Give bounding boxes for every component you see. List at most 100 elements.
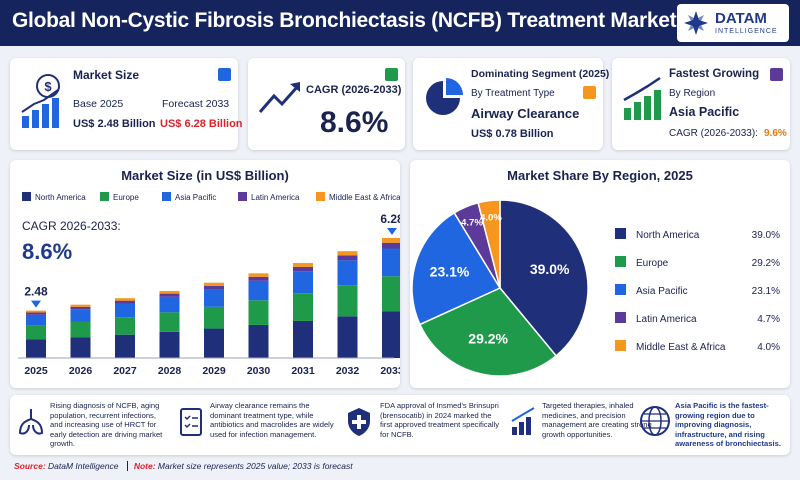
bar-segment xyxy=(26,312,46,315)
legend-swatch xyxy=(615,340,626,351)
kpi-icon xyxy=(258,82,300,113)
bar-segment xyxy=(204,328,224,358)
bar-segment xyxy=(115,334,135,358)
bar-chart: Market Size (in US$ Billion) CAGR 2026-2… xyxy=(18,168,404,377)
bar-segment xyxy=(159,293,180,297)
bar-segment xyxy=(26,314,46,326)
x-tick-label: 2032 xyxy=(336,365,360,377)
kpi-marker xyxy=(218,68,231,81)
x-tick-label: 2033 xyxy=(380,365,400,377)
insight-icon xyxy=(640,406,670,436)
bar-segment xyxy=(204,306,224,329)
bar-segment xyxy=(248,324,269,358)
legend-swatch xyxy=(615,256,626,267)
bar-segment xyxy=(159,296,180,313)
kpi-icon xyxy=(623,76,661,120)
legend-value: 29.2% xyxy=(752,258,780,269)
kpi-title: CAGR (2026-2033) xyxy=(306,84,402,96)
svg-text:$: $ xyxy=(44,79,52,94)
bar-segment xyxy=(204,289,224,307)
slice-label: 29.2% xyxy=(468,330,508,346)
kpi-icon: $ xyxy=(21,74,60,128)
data-label: 2.48 xyxy=(24,285,48,299)
legend-swatch xyxy=(162,192,171,201)
chart-panel: Market Size (in US$ Billion) CAGR 2026-2… xyxy=(10,160,404,388)
bar-segment xyxy=(293,263,313,267)
slice-label: 23.1% xyxy=(430,263,470,279)
x-tick-label: 2031 xyxy=(291,365,315,377)
annotation-marker xyxy=(31,300,41,308)
x-tick-label: 2025 xyxy=(24,365,48,377)
kpi-title: Market Size xyxy=(73,68,140,82)
bar-segment xyxy=(204,285,224,290)
kpi-subtitle: By Treatment Type xyxy=(471,88,555,99)
legend-label: North America xyxy=(35,193,86,202)
kpi-value: US$ 2.48 Billion xyxy=(73,118,156,130)
footer-text: DataM Intelligence xyxy=(48,461,119,471)
bar-segment xyxy=(382,242,402,249)
bar-segment xyxy=(204,282,224,286)
bar-segment xyxy=(293,266,313,272)
chart-title: Market Size (in US$ Billion) xyxy=(121,168,289,183)
legend-label: Europe xyxy=(636,258,669,269)
legend-swatch xyxy=(100,192,109,201)
insight-text: Airway clearance remains the dominant tr… xyxy=(210,401,334,439)
bar-segment xyxy=(382,276,402,312)
pie-slice xyxy=(411,211,502,326)
legend-value: 39.0% xyxy=(752,230,780,241)
legend-label: Europe xyxy=(113,193,139,202)
legend-label: Latin America xyxy=(251,193,300,202)
bar-segment xyxy=(70,304,91,307)
bar-segment xyxy=(337,285,358,317)
bar-segment xyxy=(70,309,91,322)
bar-segment xyxy=(337,255,358,261)
slice-label: 4.7% xyxy=(461,218,483,229)
bar-segment xyxy=(159,331,180,358)
insight-icon xyxy=(511,407,535,435)
kpi-card: Dominating Segment (2025) By Treatment T… xyxy=(413,58,609,150)
kpi-label: Base 2025 xyxy=(73,98,124,110)
page-title: Global Non-Cystic Fibrosis Bronchiectasi… xyxy=(12,9,677,32)
legend-label: Asia Pacific xyxy=(636,286,688,297)
bar-segment xyxy=(115,298,135,301)
bar-segment xyxy=(248,280,269,301)
annotation-marker xyxy=(387,228,397,235)
bar-segment xyxy=(248,273,269,277)
annotation-value: 8.6% xyxy=(22,239,72,264)
insight-text: Targeted therapies, inhaled medicines, a… xyxy=(542,401,652,439)
legend-swatch xyxy=(22,192,31,201)
pie-slice xyxy=(418,287,558,377)
logo-name: DATAM xyxy=(715,10,767,27)
bar-segment xyxy=(26,310,46,313)
insight-icon xyxy=(348,408,370,436)
bar-segment xyxy=(382,311,402,358)
kpi-subtitle: By Region xyxy=(669,88,716,99)
bar-segment xyxy=(115,300,135,304)
legend-swatch xyxy=(615,312,626,323)
bar-segment xyxy=(337,260,358,286)
kpi-title: Fastest Growing xyxy=(669,68,760,80)
logo-icon xyxy=(684,11,708,35)
data-label: 6.28 xyxy=(380,212,400,226)
bar-segment xyxy=(115,303,135,318)
bar-segment xyxy=(293,293,313,321)
legend-value: 4.7% xyxy=(757,314,780,325)
legend-label: Latin America xyxy=(636,314,697,325)
insight-text: Asia Pacific is the fastest-growing regi… xyxy=(675,401,781,449)
legend-swatch xyxy=(615,284,626,295)
bar-segment xyxy=(159,312,180,332)
chart-panel: Market Share By Region, 2025 39.0% North … xyxy=(410,160,790,388)
slice-label: 39.0% xyxy=(530,261,570,277)
pie-slice xyxy=(499,199,589,357)
bar-segment xyxy=(248,300,269,325)
bar-segment xyxy=(382,238,402,243)
insight-icon xyxy=(180,408,202,436)
legend-value: 4.0% xyxy=(757,342,780,353)
bar-segment xyxy=(293,320,313,358)
bar-segment xyxy=(382,248,402,277)
kpi-value: US$ 6.28 Billion xyxy=(160,118,243,130)
kpi-segment: Asia Pacific xyxy=(669,105,740,119)
kpi-card: $ Market Size Base 2025 US$ 2.48 Billion… xyxy=(10,58,243,150)
legend-swatch xyxy=(238,192,247,201)
